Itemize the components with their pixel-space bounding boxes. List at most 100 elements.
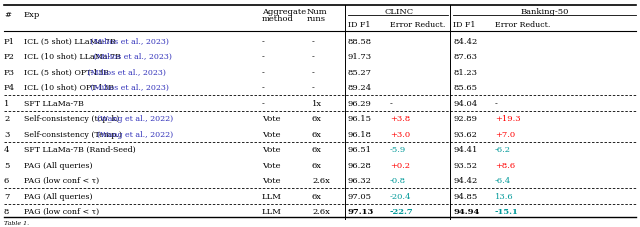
Text: Vote: Vote (262, 146, 280, 154)
Text: -: - (262, 84, 265, 92)
Text: 97.13: 97.13 (348, 207, 374, 215)
Text: 93.52: 93.52 (453, 161, 477, 169)
Text: Error Reduct.: Error Reduct. (495, 21, 550, 29)
Text: -: - (262, 53, 265, 61)
Text: +3.0: +3.0 (390, 130, 410, 138)
Text: 91.73: 91.73 (348, 53, 372, 61)
Text: Exp: Exp (24, 11, 40, 19)
Text: Error Reduct.: Error Reduct. (390, 21, 445, 29)
Text: ICL (5 shot) LLaMa-7B: ICL (5 shot) LLaMa-7B (24, 38, 116, 46)
Text: 3: 3 (4, 130, 10, 138)
Text: PAG (low conf < τ): PAG (low conf < τ) (24, 176, 99, 184)
Text: 96.51: 96.51 (348, 146, 372, 154)
Text: Num: Num (307, 8, 328, 16)
Text: 94.42: 94.42 (453, 176, 477, 184)
Text: 8: 8 (4, 207, 10, 215)
Text: 2: 2 (4, 115, 9, 123)
Text: -15.1: -15.1 (495, 207, 519, 215)
Text: 13.6: 13.6 (495, 192, 514, 200)
Text: (Milios et al., 2023): (Milios et al., 2023) (88, 38, 169, 46)
Text: 2.6x: 2.6x (312, 176, 330, 184)
Text: -: - (312, 53, 315, 61)
Text: PAG (All queries): PAG (All queries) (24, 192, 93, 200)
Text: P1: P1 (4, 38, 15, 46)
Text: -0.8: -0.8 (390, 176, 406, 184)
Text: Self-consistency (top_k): Self-consistency (top_k) (24, 115, 120, 123)
Text: 89.24: 89.24 (348, 84, 372, 92)
Text: -: - (262, 38, 265, 46)
Text: Vote: Vote (262, 176, 280, 184)
Text: 1x: 1x (312, 99, 322, 107)
Text: PAG (low conf < τ): PAG (low conf < τ) (24, 207, 99, 215)
Text: 1: 1 (4, 99, 10, 107)
Text: ICL (5 shot) OPT-13B: ICL (5 shot) OPT-13B (24, 69, 109, 76)
Text: 96.28: 96.28 (348, 161, 372, 169)
Text: 96.29: 96.29 (348, 99, 372, 107)
Text: Aggregate: Aggregate (262, 8, 306, 16)
Text: 6x: 6x (312, 146, 322, 154)
Text: 6x: 6x (312, 130, 322, 138)
Text: -: - (312, 69, 315, 76)
Text: (Wang et al., 2022): (Wang et al., 2022) (97, 115, 173, 123)
Text: ID F1: ID F1 (348, 21, 371, 29)
Text: 88.58: 88.58 (348, 38, 372, 46)
Text: Self-consistency (Temp.): Self-consistency (Temp.) (24, 130, 122, 138)
Text: 81.23: 81.23 (453, 69, 477, 76)
Text: +7.0: +7.0 (495, 130, 515, 138)
Text: 94.85: 94.85 (453, 192, 477, 200)
Text: P3: P3 (4, 69, 15, 76)
Text: 6x: 6x (312, 161, 322, 169)
Text: 93.62: 93.62 (453, 130, 477, 138)
Text: 5: 5 (4, 161, 10, 169)
Text: PAG (All queries): PAG (All queries) (24, 161, 93, 169)
Text: 2.6x: 2.6x (312, 207, 330, 215)
Text: Vote: Vote (262, 161, 280, 169)
Text: 6x: 6x (312, 192, 322, 200)
Text: 97.05: 97.05 (348, 192, 372, 200)
Text: Table 1.: Table 1. (4, 220, 29, 225)
Text: 85.65: 85.65 (453, 84, 477, 92)
Text: -6.2: -6.2 (495, 146, 511, 154)
Text: 85.27: 85.27 (348, 69, 372, 76)
Text: -: - (262, 99, 265, 107)
Text: Vote: Vote (262, 115, 280, 123)
Text: -22.7: -22.7 (390, 207, 413, 215)
Text: (Milios et al., 2023): (Milios et al., 2023) (85, 69, 166, 76)
Text: 87.63: 87.63 (453, 53, 477, 61)
Text: 94.04: 94.04 (453, 99, 477, 107)
Text: Vote: Vote (262, 130, 280, 138)
Text: (Wang et al., 2022): (Wang et al., 2022) (97, 130, 173, 138)
Text: 7: 7 (4, 192, 10, 200)
Text: -: - (262, 69, 265, 76)
Text: ICL (10 shot) LLaMa-7B: ICL (10 shot) LLaMa-7B (24, 53, 121, 61)
Text: +8.6: +8.6 (495, 161, 515, 169)
Text: 6x: 6x (312, 115, 322, 123)
Text: +19.3: +19.3 (495, 115, 520, 123)
Text: -6.4: -6.4 (495, 176, 511, 184)
Text: 96.32: 96.32 (348, 176, 372, 184)
Text: -: - (495, 99, 498, 107)
Text: -: - (312, 84, 315, 92)
Text: Banking-50: Banking-50 (520, 8, 569, 16)
Text: P2: P2 (4, 53, 15, 61)
Text: ID F1: ID F1 (453, 21, 476, 29)
Text: 94.94: 94.94 (453, 207, 479, 215)
Text: P4: P4 (4, 84, 15, 92)
Text: CLINC: CLINC (385, 8, 413, 16)
Text: 6: 6 (4, 176, 9, 184)
Text: 92.89: 92.89 (453, 115, 477, 123)
Text: -: - (312, 38, 315, 46)
Text: -5.9: -5.9 (390, 146, 406, 154)
Text: (Milios et al., 2023): (Milios et al., 2023) (88, 84, 169, 92)
Text: method: method (262, 15, 294, 23)
Text: (Milios et al., 2023): (Milios et al., 2023) (91, 53, 172, 61)
Text: 4: 4 (4, 146, 10, 154)
Text: +0.2: +0.2 (390, 161, 410, 169)
Text: #: # (4, 11, 11, 19)
Text: -: - (390, 99, 393, 107)
Text: -20.4: -20.4 (390, 192, 412, 200)
Text: 96.15: 96.15 (348, 115, 372, 123)
Text: 94.41: 94.41 (453, 146, 477, 154)
Text: 84.42: 84.42 (453, 38, 477, 46)
Text: 96.18: 96.18 (348, 130, 372, 138)
